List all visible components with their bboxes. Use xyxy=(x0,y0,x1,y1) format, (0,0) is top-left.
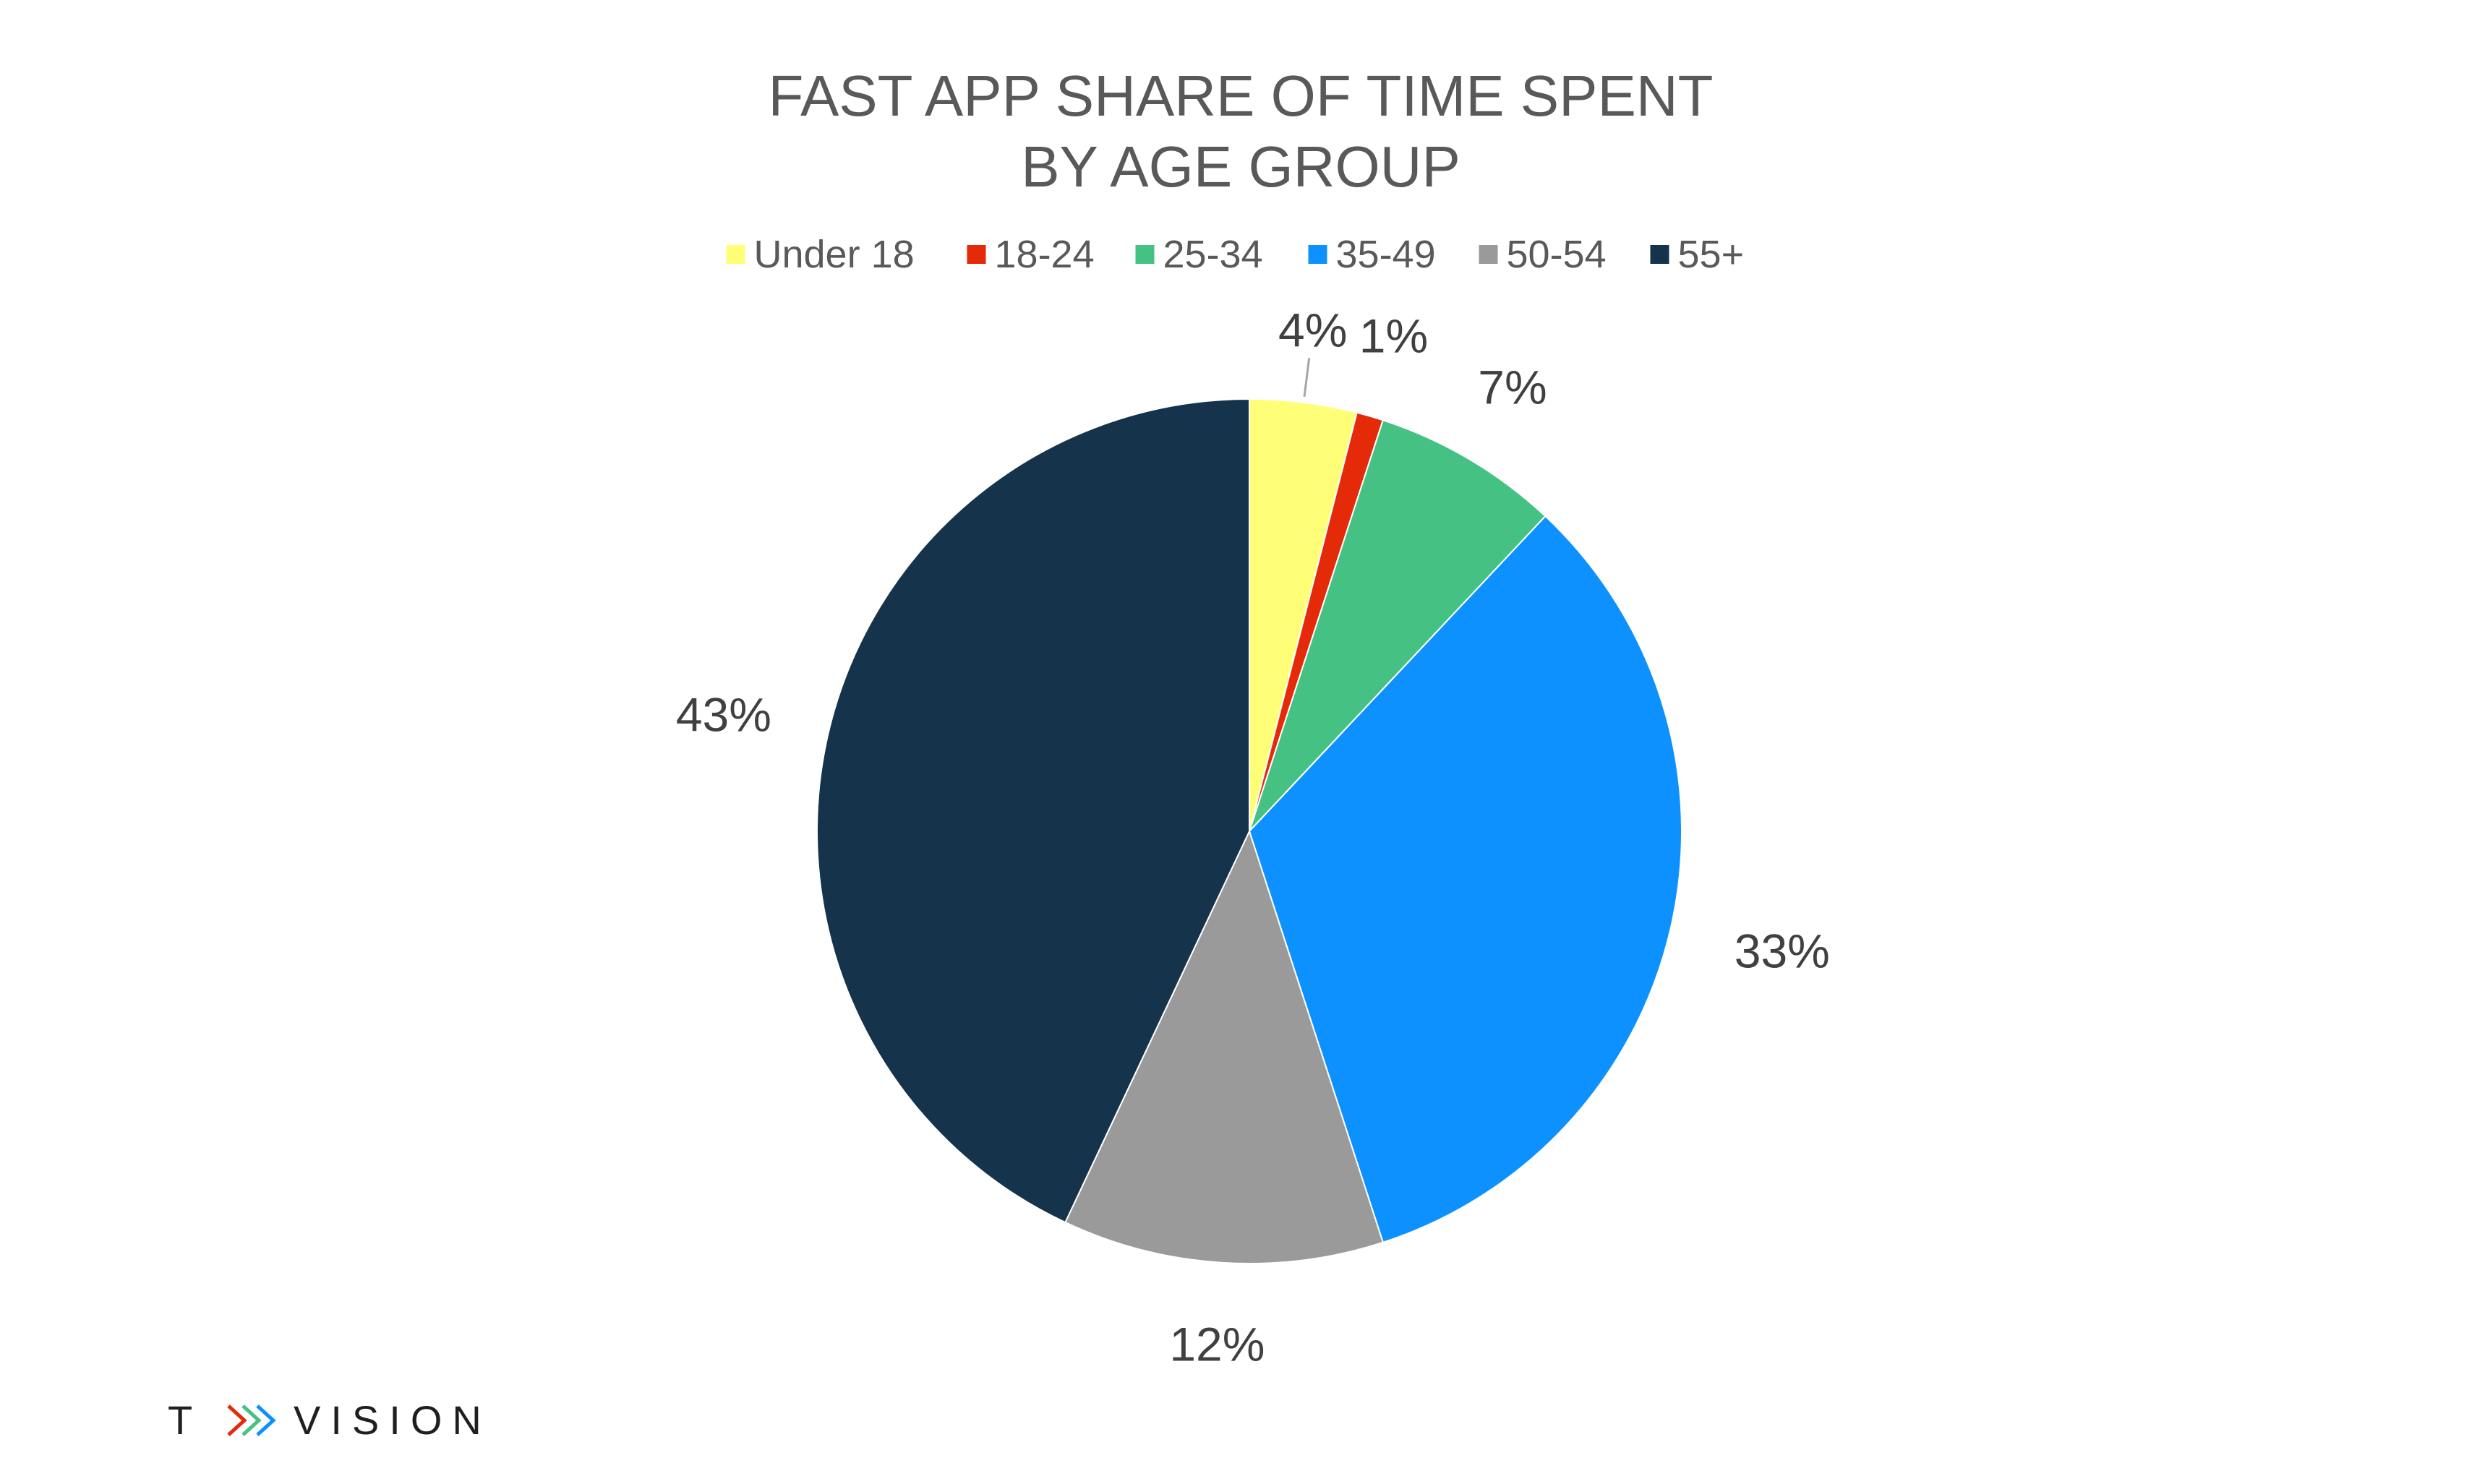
legend-label-55-plus: 55+ xyxy=(1678,233,1745,276)
tvision-logo: T VISION xyxy=(168,1397,492,1443)
legend-swatch-55-plus xyxy=(1650,245,1669,264)
pie-slice-55-plus xyxy=(816,398,1250,1224)
legend-item-18-24: 18-24 xyxy=(967,233,1095,276)
logo-letter-t: T xyxy=(168,1397,202,1443)
legend-item-25-34: 25-34 xyxy=(1135,233,1263,276)
legend-swatch-50-54 xyxy=(1479,245,1498,264)
legend-item-55-plus: 55+ xyxy=(1650,233,1745,276)
data-label-18-24: 1% xyxy=(1359,309,1428,362)
data-labels: 4% 1% 7% 33% 12% 43% xyxy=(676,304,1830,1371)
legend-item-under-18: Under 18 xyxy=(726,233,915,276)
logo-chevron-3 xyxy=(256,1404,276,1436)
data-label-35-49: 33% xyxy=(1735,925,1830,978)
chart-title-group: FAST APP SHARE OF TIME SPENT BY AGE GROU… xyxy=(768,64,1713,199)
legend-item-50-54: 50-54 xyxy=(1479,233,1607,276)
logo-chevron-2 xyxy=(241,1404,262,1436)
legend-swatch-18-24 xyxy=(967,245,986,264)
data-label-under-18: 4% xyxy=(1278,304,1347,357)
legend-swatch-under-18 xyxy=(726,245,745,264)
legend: Under 18 18-24 25-34 35-49 50-54 55+ xyxy=(726,233,1745,276)
legend-label-35-49: 35-49 xyxy=(1336,233,1436,276)
legend-label-under-18: Under 18 xyxy=(754,233,915,276)
chart-subtitle: BY AGE GROUP xyxy=(1021,134,1460,199)
logo-chevron-1 xyxy=(227,1404,247,1436)
legend-swatch-35-49 xyxy=(1308,245,1327,264)
chart-title: FAST APP SHARE OF TIME SPENT xyxy=(768,64,1713,128)
data-label-25-34: 7% xyxy=(1478,361,1547,414)
pie-slice-25-34 xyxy=(1249,419,1547,832)
legend-label-18-24: 18-24 xyxy=(995,233,1095,276)
legend-item-35-49: 35-49 xyxy=(1308,233,1436,276)
legend-label-25-34: 25-34 xyxy=(1163,233,1263,276)
pie-slice-35-49 xyxy=(1248,515,1682,1243)
data-label-50-54: 12% xyxy=(1169,1318,1265,1371)
legend-label-50-54: 50-54 xyxy=(1507,233,1607,276)
data-label-55-plus: 43% xyxy=(676,688,771,742)
logo-word-vision: VISION xyxy=(294,1397,492,1443)
leader-line-under-18 xyxy=(1303,358,1311,397)
pie-slice-50-54 xyxy=(1064,829,1385,1264)
legend-swatch-25-34 xyxy=(1135,245,1155,264)
pie-slices xyxy=(816,398,1682,1264)
logo-chevrons-icon xyxy=(227,1404,276,1436)
